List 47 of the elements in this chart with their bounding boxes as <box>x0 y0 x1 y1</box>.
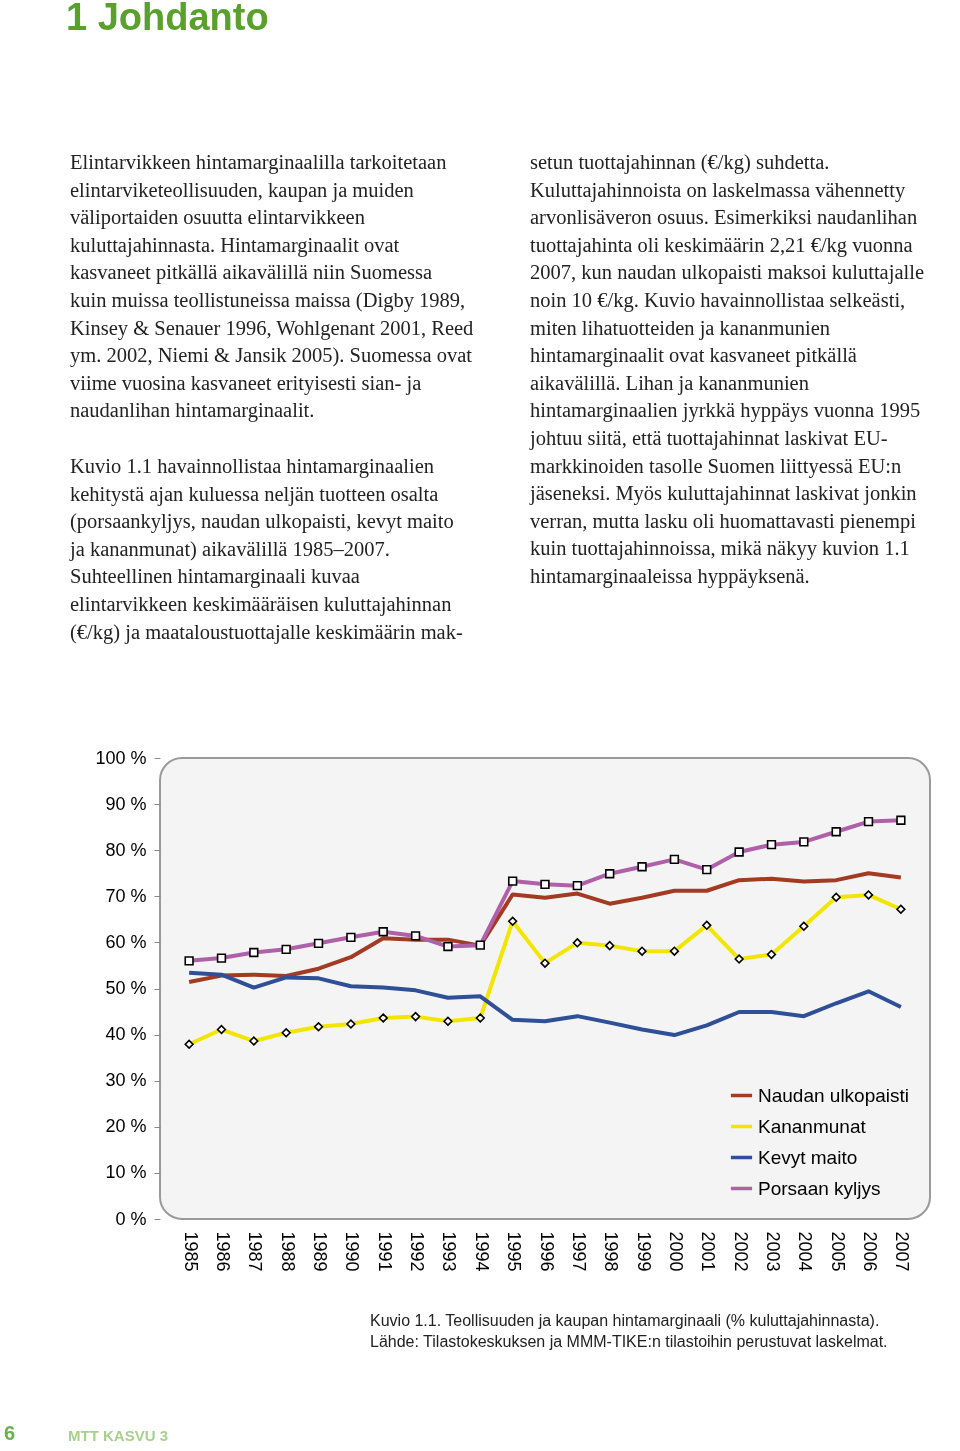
legend-label: Kevyt maito <box>758 1146 858 1168</box>
x-tick-label: 1999 <box>633 1231 654 1272</box>
legend-label: Naudan ulkopaisti <box>758 1084 910 1106</box>
x-tick-label: 1986 <box>212 1231 233 1272</box>
y-tick-label: 100 % <box>95 747 147 768</box>
x-tick-label: 1989 <box>310 1231 331 1272</box>
x-tick-label: 1991 <box>374 1231 395 1272</box>
text: Kuvio 1.1 havainnollistaa hintamarginaalien kehitystä ajan kuluessa neljän tuotteen osalta (porsaankyljys, naudan ulkopaisti, kevyt maito ja kananmunat) aikavälillä 1985–2007. Suhteellinen hintamarginaali kuvaa elintarvikkeen keskimääräisen kuluttajahinnan (€/kg) ja maataloustuottajalle keskimäärin mak- <box>69 455 463 644</box>
text: Elintarvikkeen hintamarginaalilla tarkoitetaan elintarviketeollisuuden, kaupan ja muiden väliportaiden osuutta elintarvikkeen kuluttajahinnasta. Hintamarginaalit ovat kasvaneet pitkällä aikavälillä niin Suomessa kuin muissa teollistuneissa maissa (Digby 1989, Kinsey & Senauer 1996, Wohlgenant 2001, Reed ym. 2002, Niemi & Jansik 2005). Suomessa ovat viime vuosina kasvaneet erityisesti sian- ja naudanlihan hintamarginaalit. <box>70 151 474 422</box>
x-tick-label: 2000 <box>665 1231 686 1272</box>
y-tick-label: 20 % <box>105 1116 147 1137</box>
x-tick-label: 1988 <box>277 1231 298 1272</box>
y-tick-label: 60 % <box>105 931 147 952</box>
y-tick-label: 50 % <box>105 978 147 998</box>
x-tick-label: 2003 <box>762 1231 783 1272</box>
x-tick-label: 1993 <box>439 1231 460 1272</box>
x-tick-label: 2004 <box>795 1231 816 1272</box>
y-tick-label: 30 % <box>105 1070 147 1091</box>
y-tick-label: 0 % <box>115 1208 147 1229</box>
line-series <box>187 871 903 985</box>
line-series <box>187 970 903 1038</box>
text: setun tuottajahinnan (€/kg) suhdetta. Kuluttajahinnoista on laskelmassa vähennetty arvonlisäveron osuus. Esimerkiksi naudanlihan tuottajahinta oli keskimäärin 2,21 €/kg vuonna 2007, kun naudan ulkopaisti maksoi kuluttajalle noin 10 €/kg. Kuvio havainnollistaa selkeästi, miten lihatuotteiden ja kananmunien hintamarginaalit ovat kasvaneet pitkällä aikavälillä. Lihan ja kananmunien hintamarginaalien jyrkkä hyppäys vuonna 1995 johtuu siitä, että tuottajahinnat laskivat EU-markkinoiden tasolle Suomen liittyessä EU:n jäseneksi. Myös kuluttajahinnat laskivat jonkin verran, mutta lasku oli huomattavasti pienempi kuin tuottajahinnoissa, mikä näkyy kuvion 1.1 hintamarginaaleissa hyppäyksenä. <box>530 151 924 587</box>
x-tick-label: 1996 <box>536 1231 557 1272</box>
x-tick-label: 2007 <box>892 1231 913 1272</box>
x-tick-label: 1994 <box>471 1231 492 1272</box>
legend-label: Porsaan kyljys <box>758 1177 881 1199</box>
x-tick-label: 1997 <box>568 1231 589 1272</box>
chart-title: 1 Johdanto <box>66 0 269 38</box>
y-tick-label: 90 % <box>105 793 147 814</box>
x-tick-label: 2006 <box>860 1231 881 1272</box>
text: MTT KASVU 3 <box>68 1427 169 1444</box>
legend-label: Kananmunat <box>758 1115 867 1137</box>
y-tick-label: 40 % <box>105 1024 147 1045</box>
x-tick-label: 1992 <box>407 1231 428 1272</box>
text: 6 <box>4 1422 16 1444</box>
x-tick-label: 1985 <box>180 1231 201 1272</box>
x-tick-label: 1987 <box>245 1231 266 1272</box>
x-tick-label: 2002 <box>730 1231 751 1272</box>
x-tick-label: 1995 <box>504 1231 525 1272</box>
y-tick-label: 80 % <box>105 839 147 860</box>
text: Kuvio 1.1. Teollisuuden ja kaupan hintamarginaali (% kuluttajahinnasta). Lähde: Tilastokeskuksen ja MMM-TIKE:n tilastoihin perustuvat laskelmat. <box>370 1312 888 1350</box>
x-tick-label: 2005 <box>827 1231 848 1272</box>
x-tick-label: 2001 <box>698 1231 719 1272</box>
y-tick-label: 10 % <box>105 1162 147 1183</box>
x-tick-label: 1998 <box>601 1231 622 1272</box>
y-tick-label: 70 % <box>105 885 147 906</box>
x-tick-label: 1990 <box>342 1231 363 1272</box>
